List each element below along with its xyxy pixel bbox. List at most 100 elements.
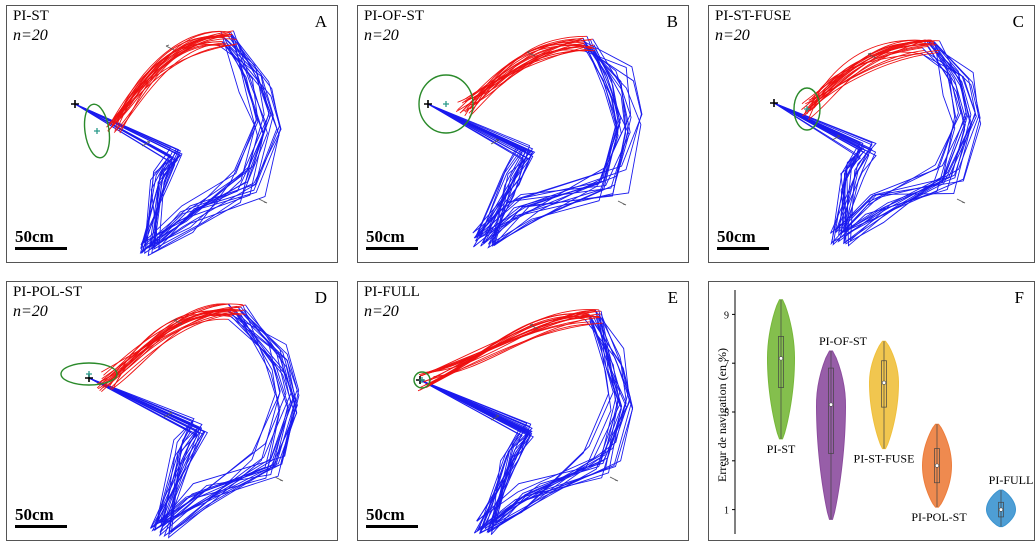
violin-iqr-box [828,367,834,454]
outbound-path [419,313,632,530]
direction-arrow [258,198,268,204]
direction-arrow [609,476,619,482]
outbound-path [74,36,274,255]
scale-line [366,247,418,250]
outbound-path [419,318,631,530]
trajectory-plot [60,303,300,539]
error-ellipse [418,74,474,134]
outbound-path [88,315,296,538]
error-ellipse [413,371,431,389]
panel-letter: A [314,12,327,31]
sample-size: n=20 [715,27,750,44]
end-point-marker [443,101,449,107]
y-tick-label: 1 [724,506,729,517]
outbound-path [427,43,642,239]
error-ellipse [793,87,821,131]
trajectory-plot [71,30,282,257]
outbound-paths [74,30,282,257]
inbound-path [803,39,932,115]
inbound-paths [106,30,238,134]
outbound-path [74,44,258,255]
outbound-path [773,47,957,245]
trajectory-plot [418,35,643,249]
violin-chart: 1 3 5 7 9 PI-ST PI-OF-ST PI-ST-FUSE PI-POL-ST PI-… [724,290,1033,534]
inbound-path [111,31,231,127]
inbound-path [101,304,246,373]
inbound-path [804,52,939,116]
panel-f: 1 3 5 7 9 PI-ST PI-OF-ST PI-ST-FUSE PI-POL-ST PI-… [708,281,1035,541]
outbound-path [419,314,627,525]
violin-iqr-box [778,336,784,388]
outbound-path [427,41,621,248]
inbound-path [423,310,596,373]
y-tick-label: 7 [724,359,729,370]
outbound-path [419,311,616,524]
scale-label: 50cm [366,227,405,246]
inbound-path [116,44,235,120]
scale-label: 50cm [717,227,756,246]
violin-iqr-box [881,360,887,408]
nest-marker [424,100,432,108]
outbound-path [773,50,977,231]
y-tick-label: 5 [724,408,729,419]
panel-a: PI-ST n=20 A 50cm [6,5,338,263]
scale-line [366,525,418,528]
end-point-marker [419,377,425,383]
sample-size: n=20 [13,303,48,320]
direction-arrow [165,44,175,51]
outbound-path [427,36,619,244]
inbound-path [426,322,603,388]
inbound-path [112,305,238,390]
inbound-path [459,43,586,114]
inbound-path [99,310,229,383]
end-point-marker [804,106,810,112]
outbound-path [773,53,977,245]
outbound-path [74,31,280,250]
scale-label: 50cm [366,505,405,524]
error-ellipse [83,103,111,159]
outbound-path [88,303,298,532]
inbound-path [423,313,602,383]
inbound-path [117,43,220,119]
outbound-path [88,314,280,524]
inbound-path [463,40,584,112]
outbound-path [773,39,967,242]
inbound-path [99,313,242,385]
violin-median [778,356,784,361]
panel-title: PI-FULL [364,284,420,300]
outbound-path [88,309,289,526]
inbound-path [805,50,925,105]
direction-arrow [617,200,627,206]
sample-size: n=20 [364,27,399,44]
inbound-paths [455,35,596,118]
outbound-path [427,48,629,239]
inbound-path [417,315,591,392]
outbound-path [88,309,292,526]
outbound-path [427,45,617,247]
inbound-path [466,44,586,110]
violin-iqr-box [934,448,940,484]
outbound-path [88,312,281,528]
series-label: PI-ST-FUSE [854,452,915,466]
inbound-path [420,309,599,388]
scale-line [717,247,769,250]
trajectory-plot [413,309,634,535]
sample-size: n=20 [364,303,399,320]
inbound-path [455,45,584,112]
panel-c: PI-ST-FUSE n=20 C 50cm [708,5,1035,263]
direction-arrow [831,134,841,141]
direction-arrow [490,138,500,145]
y-axis-label: Erreur de navigation (en %) [715,348,729,482]
panel-letter: E [667,288,678,307]
y-tick-label: 9 [724,310,729,321]
direction-arrow [526,50,536,57]
direction-arrow [867,52,877,59]
scale-label: 50cm [15,505,54,524]
panel-letter: B [666,12,678,31]
inbound-path [466,43,584,100]
panel-letter: F [1014,288,1024,307]
panel-title: PI-POL-ST [13,284,83,300]
inbound-path [461,47,592,104]
outbound-path [74,39,270,250]
scale-bar: 50cm [366,228,418,250]
